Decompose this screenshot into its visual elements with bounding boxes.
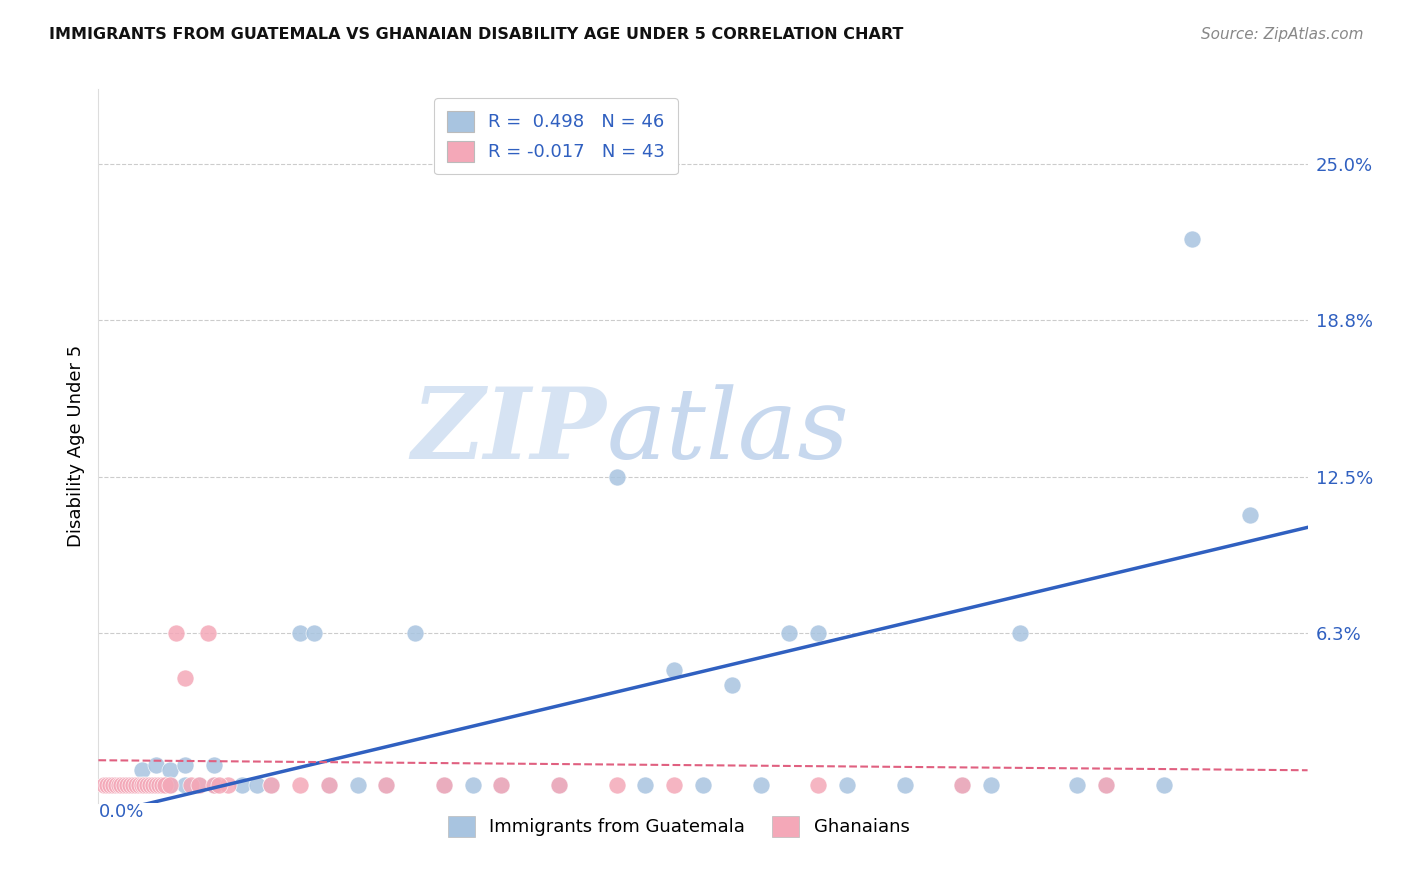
- Point: [288, 778, 311, 792]
- Point: [1095, 778, 1118, 792]
- Point: [150, 778, 173, 792]
- Point: [122, 778, 145, 792]
- Point: [720, 678, 742, 692]
- Point: [142, 778, 165, 792]
- Point: [1008, 625, 1031, 640]
- Point: [173, 758, 195, 772]
- Point: [128, 778, 150, 792]
- Point: [208, 778, 231, 792]
- Text: ZIP: ZIP: [412, 384, 606, 480]
- Point: [120, 778, 142, 792]
- Point: [139, 778, 162, 792]
- Point: [173, 778, 195, 792]
- Point: [125, 778, 148, 792]
- Point: [145, 778, 167, 792]
- Point: [131, 778, 153, 792]
- Point: [260, 778, 283, 792]
- Y-axis label: Disability Age Under 5: Disability Age Under 5: [66, 345, 84, 547]
- Point: [548, 778, 571, 792]
- Point: [318, 778, 340, 792]
- Point: [134, 778, 156, 792]
- Point: [375, 778, 398, 792]
- Point: [101, 778, 124, 792]
- Point: [950, 778, 973, 792]
- Point: [1153, 778, 1175, 792]
- Text: Source: ZipAtlas.com: Source: ZipAtlas.com: [1201, 27, 1364, 42]
- Point: [101, 778, 124, 792]
- Point: [749, 778, 772, 792]
- Point: [606, 778, 628, 792]
- Point: [664, 778, 686, 792]
- Point: [260, 778, 283, 792]
- Point: [139, 778, 162, 792]
- Point: [145, 778, 167, 792]
- Point: [634, 778, 657, 792]
- Point: [246, 778, 269, 792]
- Text: 0.0%: 0.0%: [98, 803, 143, 821]
- Point: [433, 778, 456, 792]
- Text: atlas: atlas: [606, 384, 849, 479]
- Point: [110, 778, 132, 792]
- Point: [692, 778, 714, 792]
- Point: [346, 778, 368, 792]
- Point: [318, 778, 340, 792]
- Point: [180, 778, 202, 792]
- Point: [1181, 232, 1204, 246]
- Point: [491, 778, 513, 792]
- Point: [159, 778, 181, 792]
- Point: [1095, 778, 1118, 792]
- Point: [104, 778, 127, 792]
- Point: [202, 758, 225, 772]
- Point: [606, 470, 628, 484]
- Point: [159, 778, 181, 792]
- Point: [980, 778, 1002, 792]
- Point: [288, 625, 311, 640]
- Point: [131, 778, 153, 792]
- Point: [1239, 508, 1261, 522]
- Point: [131, 764, 153, 778]
- Point: [461, 778, 484, 792]
- Point: [188, 778, 211, 792]
- Point: [231, 778, 253, 792]
- Point: [404, 625, 426, 640]
- Point: [107, 778, 129, 792]
- Point: [778, 625, 800, 640]
- Point: [807, 625, 830, 640]
- Point: [197, 625, 219, 640]
- Point: [165, 625, 187, 640]
- Point: [433, 778, 456, 792]
- Point: [202, 778, 225, 792]
- Point: [217, 778, 239, 792]
- Point: [136, 778, 159, 792]
- Point: [159, 764, 181, 778]
- Point: [153, 778, 176, 792]
- Point: [122, 778, 145, 792]
- Point: [375, 778, 398, 792]
- Point: [491, 778, 513, 792]
- Point: [835, 778, 858, 792]
- Point: [202, 778, 225, 792]
- Point: [807, 778, 830, 792]
- Point: [112, 778, 135, 792]
- Text: IMMIGRANTS FROM GUATEMALA VS GHANAIAN DISABILITY AGE UNDER 5 CORRELATION CHART: IMMIGRANTS FROM GUATEMALA VS GHANAIAN DI…: [49, 27, 904, 42]
- Point: [96, 778, 118, 792]
- Point: [93, 778, 115, 792]
- Point: [145, 758, 167, 772]
- Point: [173, 671, 195, 685]
- Point: [304, 625, 326, 640]
- Point: [98, 778, 121, 792]
- Legend: Immigrants from Guatemala, Ghanaians: Immigrants from Guatemala, Ghanaians: [440, 808, 917, 844]
- Point: [115, 778, 138, 792]
- Point: [115, 778, 138, 792]
- Point: [148, 778, 170, 792]
- Point: [893, 778, 915, 792]
- Point: [1066, 778, 1088, 792]
- Point: [950, 778, 973, 792]
- Point: [188, 778, 211, 792]
- Point: [664, 663, 686, 677]
- Point: [548, 778, 571, 792]
